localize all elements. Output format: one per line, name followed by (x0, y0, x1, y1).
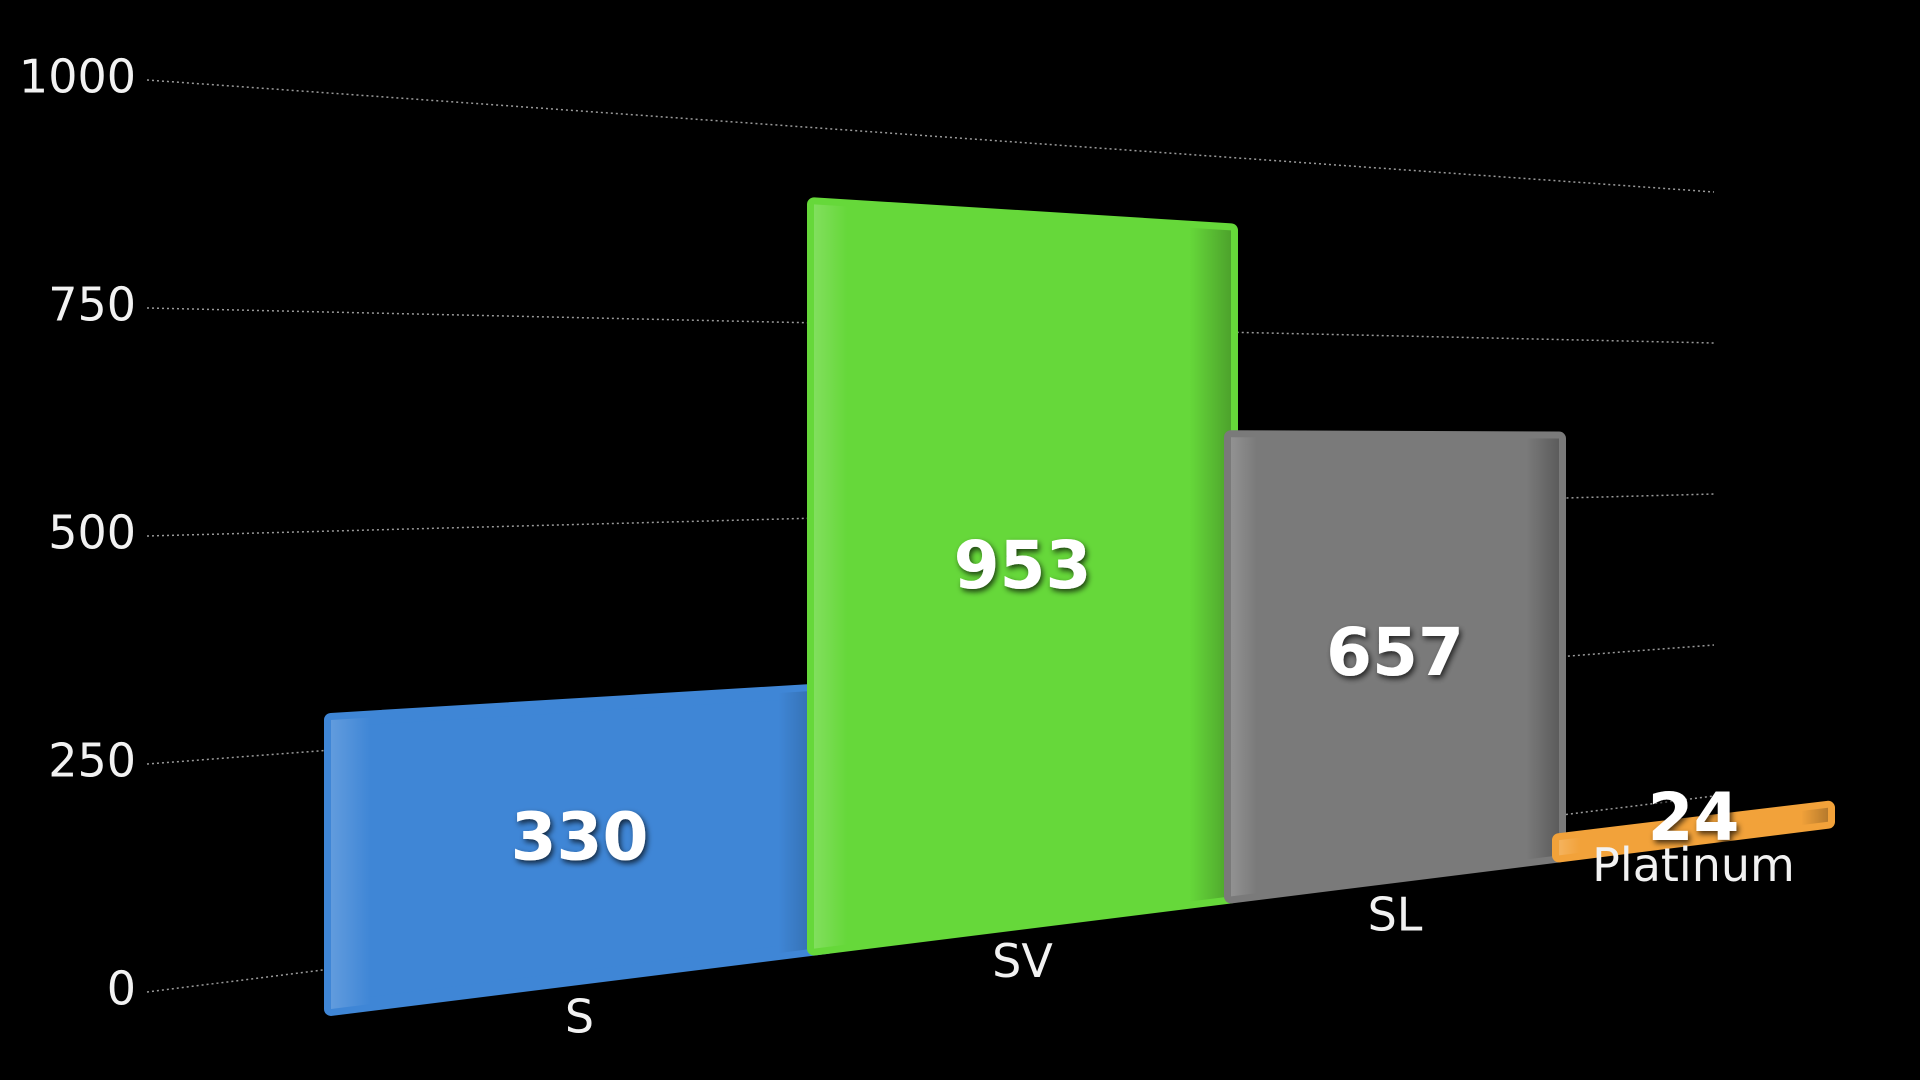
bar-shading (331, 690, 828, 1009)
grid-line (146, 79, 1715, 193)
bar-shading (1231, 437, 1559, 897)
x-tick-label: SV (992, 934, 1053, 988)
x-tick-label: Platinum (1592, 838, 1795, 892)
value-label: 657 (1326, 614, 1464, 691)
y-tick-label: 1000 (19, 50, 136, 104)
y-tick-label: 0 (107, 962, 136, 1016)
y-tick-label: 750 (48, 278, 136, 332)
value-label: 24 (1648, 779, 1740, 856)
value-label: 330 (511, 799, 649, 876)
x-tick-label: SL (1368, 887, 1423, 941)
x-tick-label: S (565, 989, 594, 1043)
bar-shading (814, 204, 1231, 949)
y-tick-label: 250 (48, 734, 136, 788)
value-label: 953 (954, 527, 1092, 604)
grid-line (146, 307, 1715, 344)
y-tick-label: 500 (48, 506, 136, 560)
bar-shading (1559, 807, 1828, 856)
